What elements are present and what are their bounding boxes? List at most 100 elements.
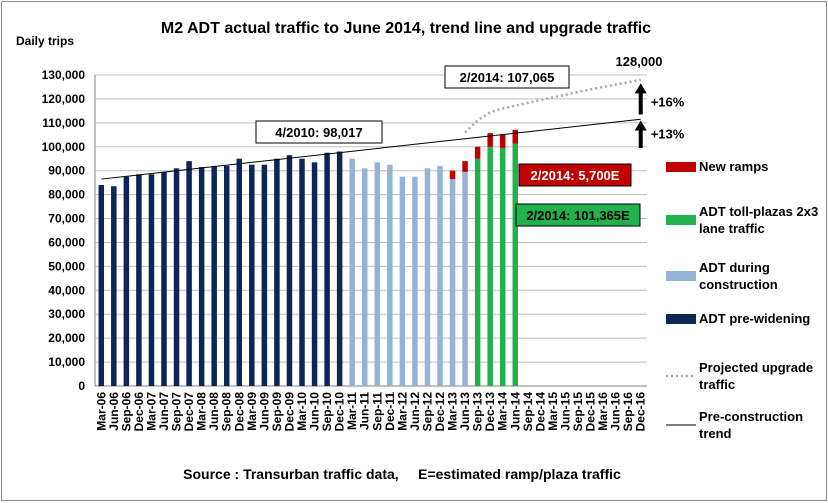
legend-label: New ramps: [699, 159, 768, 174]
bar: [374, 162, 381, 386]
y-tick-label: 130,000: [42, 68, 86, 82]
source-note: Source : Transurban traffic data, E=esti…: [183, 466, 621, 482]
x-tick-label: Mar-16: [596, 392, 610, 431]
x-tick-label: Sep-07: [170, 392, 184, 432]
y-tick-label: 80,000: [48, 188, 85, 202]
x-tick-label: Jun-15: [558, 392, 572, 431]
bar: [123, 176, 130, 386]
bar: [499, 147, 506, 386]
legend-label: ADT during construction: [699, 260, 778, 292]
legend-label: Pre-construction trend: [699, 409, 803, 441]
bar: [161, 171, 167, 386]
bar: [462, 171, 468, 386]
x-tick-label: Sep-08: [220, 392, 234, 432]
arrow-up-icon-head: [634, 120, 647, 131]
legend-label: Projected upgrade traffic: [699, 360, 813, 392]
x-tick-label: Mar-06: [94, 392, 108, 431]
x-tick-label: Sep-11: [370, 392, 384, 431]
annotation-ramps-point: 2/2014: 5,700E: [531, 168, 620, 183]
bar: [424, 168, 431, 386]
y-tick-label: 120,000: [42, 92, 86, 106]
bar-segment-ramps: [449, 170, 456, 180]
annotation-projection-point: 2/2014: 107,065: [460, 70, 555, 85]
x-tick-label: Dec-08: [232, 392, 246, 432]
annotation-plaza-point: 2/2014: 101,365E: [526, 208, 630, 223]
x-tick-label: Jun-09: [257, 392, 271, 431]
annotation-pct-lower: +13%: [651, 127, 685, 142]
bar: [311, 162, 318, 386]
bar-segment-ramps: [499, 134, 506, 148]
x-tick-label: Sep-15: [571, 392, 585, 432]
bar: [387, 164, 393, 386]
bar: [324, 152, 330, 386]
projected-line: [464, 78, 641, 134]
trend-line: [101, 118, 641, 180]
chart-title: M2 ADT actual traffic to June 2014, tren…: [161, 20, 651, 37]
bar: [487, 146, 493, 386]
bar: [474, 158, 481, 386]
x-tick-label: Mar-09: [245, 392, 259, 431]
x-tick-label: Jun-13: [458, 392, 472, 431]
annotation-ramps-point-box: [518, 163, 632, 187]
bar: [186, 161, 192, 386]
legend-label: ADT toll-plazas 2x3 lane traffic: [699, 204, 818, 236]
x-tick-label: Mar-10: [295, 392, 309, 431]
bar-segment-ramps: [474, 146, 481, 159]
x-tick-label: Dec-14: [533, 392, 547, 432]
y-axis-label: Daily trips: [16, 34, 74, 48]
x-tick-label: Mar-11: [345, 392, 359, 430]
bar: [336, 151, 343, 386]
x-tick-label: Mar-12: [395, 392, 409, 431]
x-tick-label: Dec-07: [182, 392, 196, 432]
arrow-up-icon-head: [634, 83, 647, 94]
x-tick-label: Sep-16: [621, 392, 635, 432]
annotation-trend-point: 4/2010: 98,017: [275, 125, 362, 140]
bar: [111, 186, 117, 386]
y-tick-label: 40,000: [48, 283, 85, 297]
legend-label: ADT pre-widening: [699, 311, 810, 326]
x-tick-label: Jun-06: [107, 392, 121, 431]
bar: [223, 165, 230, 386]
x-tick-label: Mar-15: [546, 392, 560, 431]
x-tick-label: Mar-07: [144, 392, 158, 431]
bar: [261, 164, 268, 386]
x-tick-label: Jun-10: [308, 392, 322, 431]
bar: [361, 168, 368, 386]
bar-segment-ramps: [512, 129, 519, 144]
x-tick-label: Dec-16: [634, 392, 648, 432]
y-tick-label: 100,000: [42, 140, 86, 154]
legend-swatch: [666, 271, 696, 281]
y-tick-label: 90,000: [48, 164, 85, 178]
bar: [198, 167, 205, 386]
x-tick-label: Mar-13: [446, 392, 460, 431]
legend-swatch: [666, 162, 696, 172]
annotation-pct-upper: +16%: [651, 94, 685, 109]
x-tick-label: Sep-13: [471, 392, 485, 432]
x-tick-label: Jun-16: [609, 392, 623, 431]
x-tick-label: Jun-08: [207, 392, 221, 431]
bar: [449, 179, 456, 386]
bar: [98, 185, 105, 386]
bar: [512, 143, 519, 386]
x-tick-label: Jun-11: [358, 392, 372, 430]
bar: [236, 158, 243, 386]
x-tick-label: Dec-12: [433, 392, 447, 432]
bar: [349, 158, 355, 386]
annotation-plaza-point-box: [515, 203, 641, 227]
y-tick-label: 60,000: [48, 235, 85, 249]
annotation-projected-end: 128,000: [616, 54, 663, 69]
bar: [399, 176, 406, 386]
x-tick-label: Dec-15: [584, 392, 598, 432]
bar: [299, 158, 305, 386]
y-tick-label: 110,000: [42, 116, 85, 130]
annotation-projection-point-box: [444, 65, 570, 89]
legend-swatch: [666, 215, 696, 225]
bar: [249, 164, 255, 386]
x-tick-label: Sep-12: [420, 392, 434, 432]
y-tick-label: 10,000: [48, 355, 85, 369]
y-tick-label: 0: [78, 379, 85, 393]
y-tick-label: 30,000: [48, 307, 85, 321]
y-tick-label: 70,000: [48, 212, 85, 226]
bar: [286, 155, 293, 386]
